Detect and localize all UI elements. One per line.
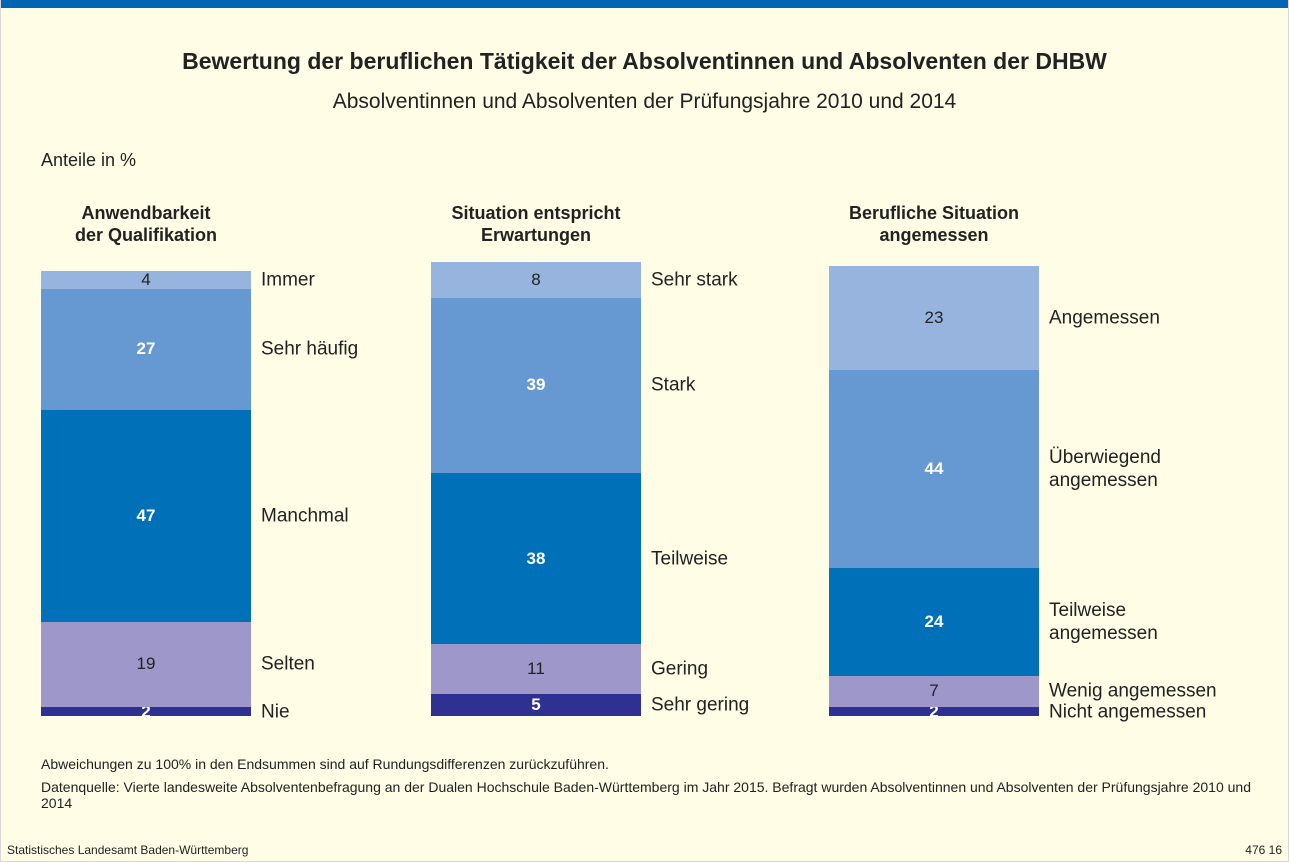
bar-segment <box>431 473 641 644</box>
unit-label: Anteile in % <box>41 150 137 170</box>
subtitle: Absolventinnen und Absolventen der Prüfu… <box>332 90 957 113</box>
footer-left: Statistisches Landesamt Baden-Württember… <box>7 843 249 857</box>
bar-segment <box>41 270 251 289</box>
value-label: 24 <box>924 611 944 631</box>
bar-segment <box>41 410 251 622</box>
value-label: 19 <box>136 654 156 674</box>
bar-segment <box>41 621 251 707</box>
title: Bewertung der beruflichen Tätigkeit der … <box>182 48 1107 74</box>
bar-segment <box>829 266 1039 370</box>
segment-label: Immer <box>261 269 315 290</box>
note: Abweichungen zu 100% in den Endsummen si… <box>41 756 609 772</box>
bar-segment <box>431 644 641 694</box>
note: Datenquelle: Vierte landesweite Absolven… <box>41 779 1251 811</box>
value-label: 38 <box>526 548 546 568</box>
segment-label: Stark <box>651 374 696 396</box>
value-label: 27 <box>136 339 156 359</box>
value-label: 8 <box>531 269 541 289</box>
segment-label: Sehr häufig <box>261 338 359 360</box>
segment-label: Selten <box>261 653 315 675</box>
value-label: 2 <box>141 701 151 721</box>
top-bar <box>1 0 1288 8</box>
bar-segment <box>829 675 1039 707</box>
segment-label: Sehr gering <box>651 694 750 716</box>
bar-segment <box>41 288 251 410</box>
bar-segment <box>431 261 641 298</box>
value-label: 47 <box>136 505 156 525</box>
chart-title: Berufliche Situation angemessen <box>848 203 1019 245</box>
footer-right: 476 16 <box>1245 843 1282 857</box>
segment-label: Teilweise <box>651 548 729 569</box>
segment-label: Überwiegend angemessen <box>1049 446 1161 491</box>
segment-label: Wenig angemessen <box>1049 680 1217 702</box>
bar-segment <box>829 707 1039 716</box>
value-label: 2 <box>929 701 939 721</box>
bar-segment <box>431 693 641 716</box>
bar-segment <box>829 369 1039 568</box>
value-label: 23 <box>924 307 944 327</box>
bar-segment <box>829 567 1039 676</box>
segment-label: Gering <box>651 658 709 680</box>
segment-label: Angemessen <box>1049 307 1160 329</box>
value-label: 44 <box>924 458 944 478</box>
segment-label: Nicht angemessen <box>1049 701 1207 722</box>
bar-segment <box>431 297 641 473</box>
value-label: 11 <box>527 658 545 678</box>
bar-segment <box>41 707 251 716</box>
chart-title: Anwendbarkeit der Qualifikation <box>74 203 218 245</box>
segment-label: Teilweise angemessen <box>1049 599 1158 644</box>
segment-label: Manchmal <box>261 505 349 527</box>
value-label: 4 <box>141 269 151 289</box>
value-label: 5 <box>531 694 541 714</box>
segment-label: Nie <box>261 701 290 722</box>
value-label: 7 <box>929 681 939 701</box>
segment-label: Sehr stark <box>651 269 738 290</box>
chart-title: Situation entspricht Erwartungen <box>451 203 621 245</box>
value-label: 39 <box>526 375 546 395</box>
